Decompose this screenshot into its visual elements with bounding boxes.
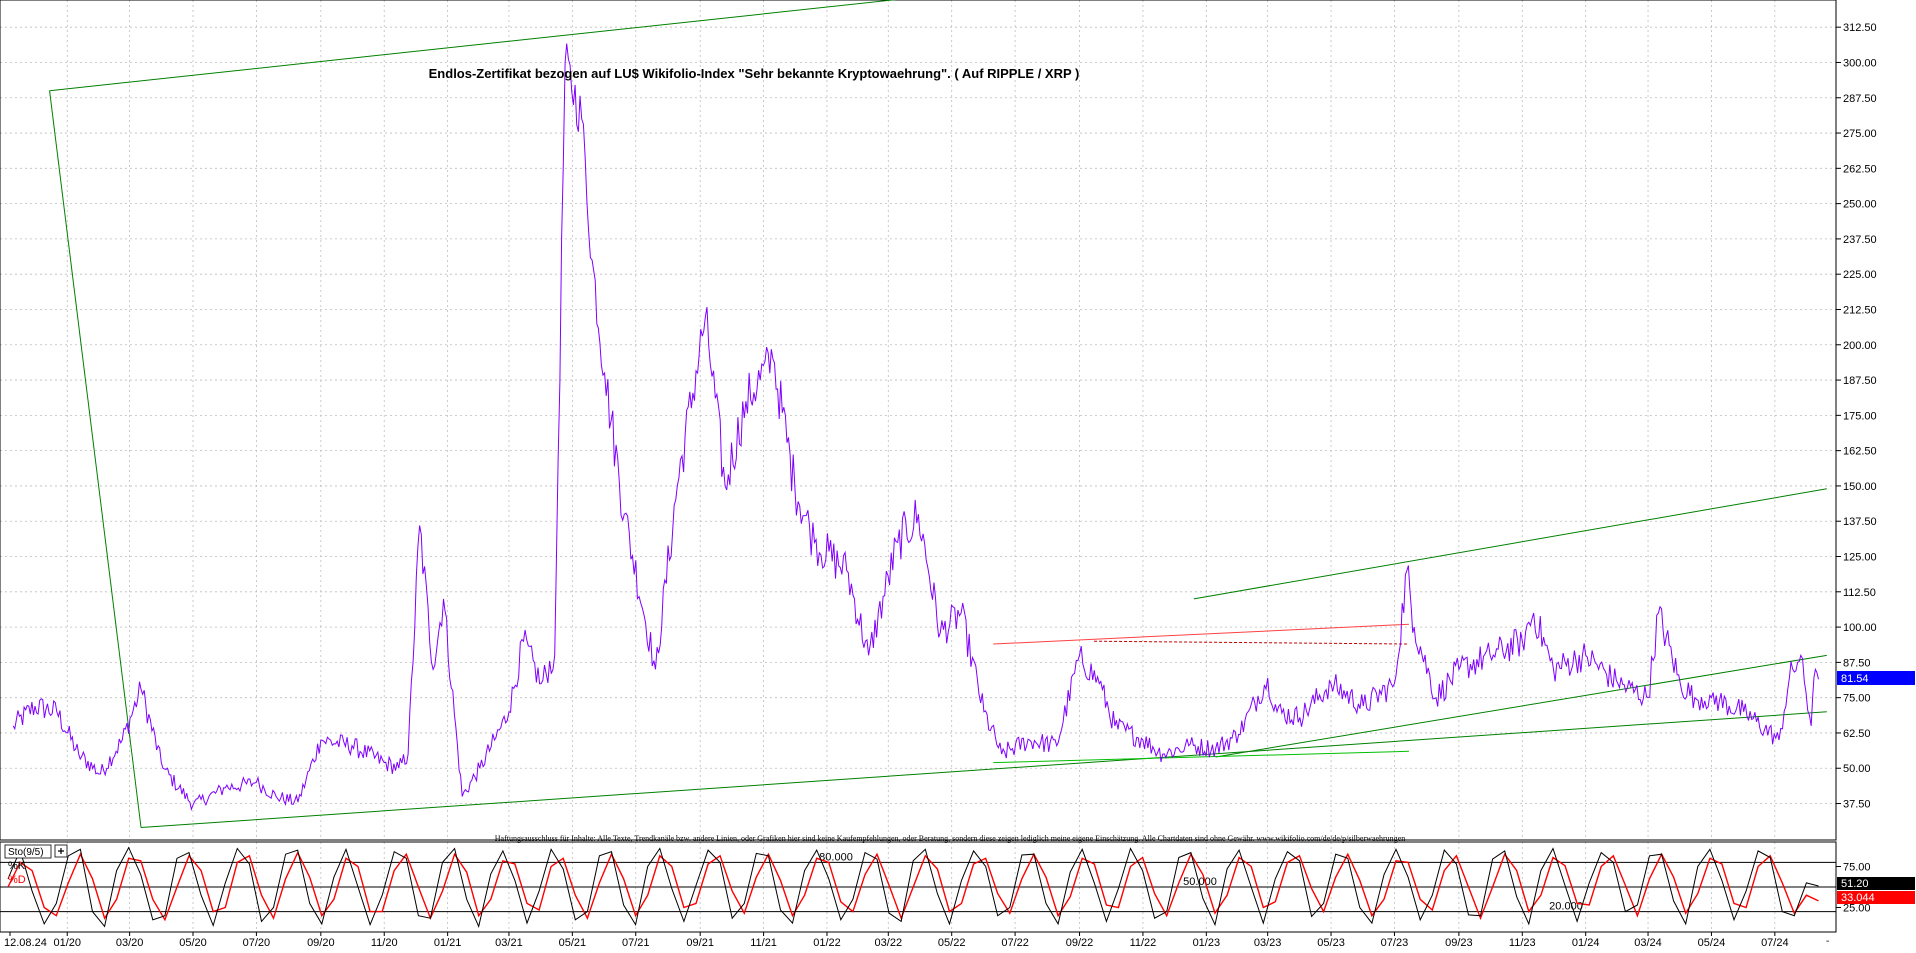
y-tick-label: 312.50 — [1843, 22, 1877, 34]
level-label: 20.000 — [1549, 901, 1583, 913]
x-tick-label: 07/23 — [1381, 937, 1409, 948]
price-line — [12, 43, 1819, 812]
x-tick-label: 01/22 — [813, 937, 841, 948]
resistance-line — [993, 623, 1410, 645]
trendline-line — [49, 0, 898, 92]
y-tick-label: 150.00 — [1843, 481, 1877, 493]
x-tick-label: 05/23 — [1317, 937, 1345, 948]
last-value-tag — [1837, 671, 1915, 685]
stochastic-k-line — [7, 846, 1819, 928]
x-tick-label: 01/21 — [434, 937, 462, 948]
x-tick-label: 05/20 — [179, 937, 207, 948]
main-panel-frame — [0, 0, 1837, 841]
y-tick-label: 162.50 — [1843, 446, 1877, 458]
x-tick-label: 03/21 — [495, 937, 523, 948]
trendline-line — [1193, 488, 1827, 600]
level-label: 50.000 — [1183, 876, 1217, 888]
level-label: 80.000 — [819, 851, 853, 863]
x-tick-label: 09/22 — [1066, 937, 1094, 948]
stochastic-d-line — [7, 850, 1819, 922]
chart-title: Endlos-Zertifikat bezogen auf LU$ Wikifo… — [429, 66, 1080, 81]
y-tick-label: 75.00 — [1843, 693, 1871, 705]
y-tick-label: 237.50 — [1843, 234, 1877, 246]
y-tick-label: 200.00 — [1843, 340, 1877, 352]
trendline-line — [49, 90, 142, 828]
d-last-value-label: 33.044 — [1841, 892, 1875, 904]
y-tick-label: 275.00 — [1843, 128, 1877, 140]
y-axis: 312.50 300.00 287.50 275.00 262.50 250.00 237.… — [1836, 22, 1877, 811]
expand-button[interactable] — [54, 844, 68, 858]
osc-y-tick-label: 25.00 — [1843, 903, 1871, 915]
trendline-line — [1215, 654, 1827, 758]
y-tick-label: 125.00 — [1843, 552, 1877, 564]
x-tick-label: 01/23 — [1193, 937, 1221, 948]
y-tick-label: 112.50 — [1843, 587, 1876, 599]
x-tick-label: 01/20 — [53, 937, 81, 948]
y-tick-label: 37.50 — [1843, 799, 1871, 811]
x-tick-label: 11/23 — [1509, 937, 1536, 948]
main-grid — [0, 0, 1836, 840]
x-tick-label: 07/21 — [622, 937, 650, 948]
scroll-marker: - — [1826, 936, 1829, 947]
x-tick-label: 09/23 — [1445, 937, 1473, 948]
x-tick-label: 03/22 — [875, 937, 903, 948]
x-tick-label: 07/22 — [1001, 937, 1029, 948]
x-tick-label: 05/21 — [559, 937, 587, 948]
k-last-value-tag — [1837, 877, 1915, 890]
y-tick-label: 175.00 — [1843, 410, 1877, 422]
y-tick-label: 187.50 — [1843, 375, 1877, 387]
x-tick-label: 09/20 — [307, 937, 335, 948]
x-axis: 12.08.24 01/20 03/20 05/20 07/20 09/20 11/20 01… — [4, 932, 1789, 949]
last-value-label: 81.54 — [1841, 673, 1869, 685]
x-tick-label: 09/21 — [686, 937, 714, 948]
x-tick-label: 11/22 — [1130, 937, 1157, 948]
y-tick-label: 287.50 — [1843, 93, 1877, 105]
k-last-value-label: 51.20 — [1841, 878, 1869, 890]
x-tick-label: 07/20 — [243, 937, 271, 948]
x-tick-label: 01/24 — [1572, 937, 1600, 948]
x-tick-label: 03/20 — [116, 937, 144, 948]
y-tick-label: 137.50 — [1843, 516, 1877, 528]
x-tick-label: 12.08.24 — [4, 937, 47, 948]
osc-y-tick-label: 75.00 — [1843, 862, 1871, 874]
x-tick-label: 07/24 — [1761, 937, 1789, 948]
disclaimer-text: Haftungsausschluss für Inhalte: Alle Tex… — [495, 834, 1405, 843]
legend-d: %D — [8, 874, 26, 886]
y-tick-label: 50.00 — [1843, 763, 1871, 775]
y-tick-label: 212.50 — [1843, 304, 1877, 316]
oscillator-title: Sto(9/5) — [8, 847, 44, 858]
y-tick-label: 100.00 — [1843, 622, 1877, 634]
x-tick-label: 03/23 — [1254, 937, 1282, 948]
oscillator-y-axis: 75.00 25.00 — [1836, 862, 1871, 915]
x-tick-label: 05/22 — [938, 937, 966, 948]
support-line — [993, 750, 1410, 764]
y-tick-label: 300.00 — [1843, 57, 1877, 69]
plus-icon[interactable] — [58, 848, 64, 854]
y-tick-label: 62.50 — [1843, 728, 1871, 740]
resistance-dashed-line — [1094, 640, 1410, 645]
x-tick-label: 11/21 — [750, 937, 777, 948]
oscillator-title-box — [4, 844, 52, 859]
legend-k: %K — [8, 860, 26, 872]
y-tick-label: 87.50 — [1843, 657, 1871, 669]
d-last-value-tag — [1837, 891, 1915, 904]
trendline-line — [140, 711, 1827, 829]
y-tick-label: 250.00 — [1843, 199, 1877, 211]
x-tick-label: 03/24 — [1634, 937, 1662, 948]
y-tick-label: 262.50 — [1843, 163, 1877, 175]
main-annotations — [49, 0, 1827, 829]
x-tick-label: 05/24 — [1698, 937, 1726, 948]
y-tick-label: 225.00 — [1843, 269, 1877, 281]
x-tick-label: 11/20 — [371, 937, 398, 948]
